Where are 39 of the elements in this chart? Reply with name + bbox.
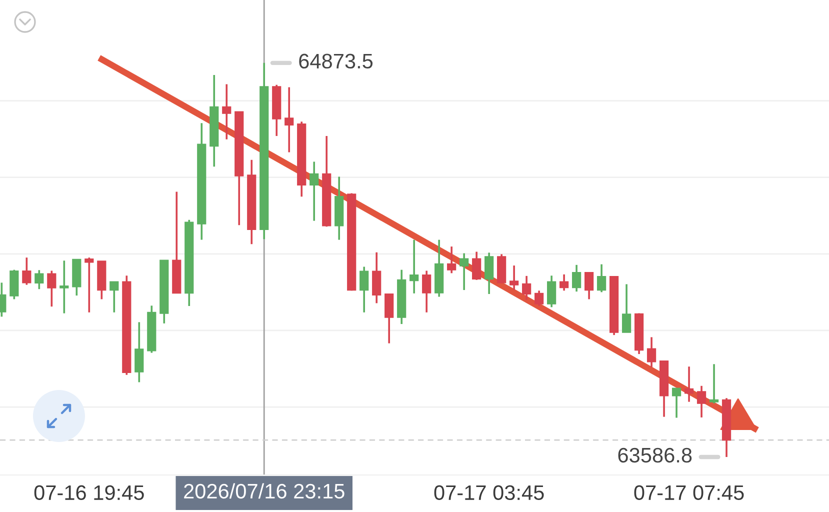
candlestick xyxy=(84,256,94,314)
candlestick xyxy=(622,283,632,334)
candlestick xyxy=(522,275,532,301)
candlestick xyxy=(684,366,694,403)
candlestick xyxy=(560,274,569,292)
candlestick xyxy=(596,263,606,294)
candlestick xyxy=(696,384,706,418)
x-tick-label: 07-17 07:45 xyxy=(634,485,744,500)
candlestick xyxy=(310,160,319,222)
candlestick xyxy=(34,269,44,290)
candlestick xyxy=(510,264,519,291)
candlestick xyxy=(47,270,56,308)
candlestick xyxy=(672,387,682,419)
annotation: 64873.5 xyxy=(299,54,373,69)
candlestick xyxy=(534,290,544,307)
candlestick xyxy=(60,260,69,314)
candlestick xyxy=(110,280,119,314)
candlestick xyxy=(384,293,394,344)
candlestick xyxy=(372,251,382,304)
candlestick xyxy=(646,336,656,368)
candlestick xyxy=(222,83,232,140)
candlestick xyxy=(134,321,144,384)
candlestick xyxy=(472,250,482,281)
x-tick-label: 07-16 19:45 xyxy=(34,485,144,500)
candlestick xyxy=(547,274,556,308)
candlestick xyxy=(422,270,432,314)
candlestick xyxy=(284,86,294,154)
ref-line-label: 2026/07/16 23:15 xyxy=(184,483,344,499)
candlestick xyxy=(22,256,32,286)
candlestick xyxy=(410,238,419,294)
candlestick xyxy=(572,264,582,292)
candlestick xyxy=(447,246,456,274)
candlestick xyxy=(709,363,719,404)
candlestick xyxy=(460,252,469,291)
candlestick xyxy=(360,266,369,314)
candlestick xyxy=(484,252,494,295)
candlestick xyxy=(584,272,594,300)
x-tick-label: 07-17 03:45 xyxy=(434,485,544,500)
annotation: 63586.8 xyxy=(618,448,692,463)
